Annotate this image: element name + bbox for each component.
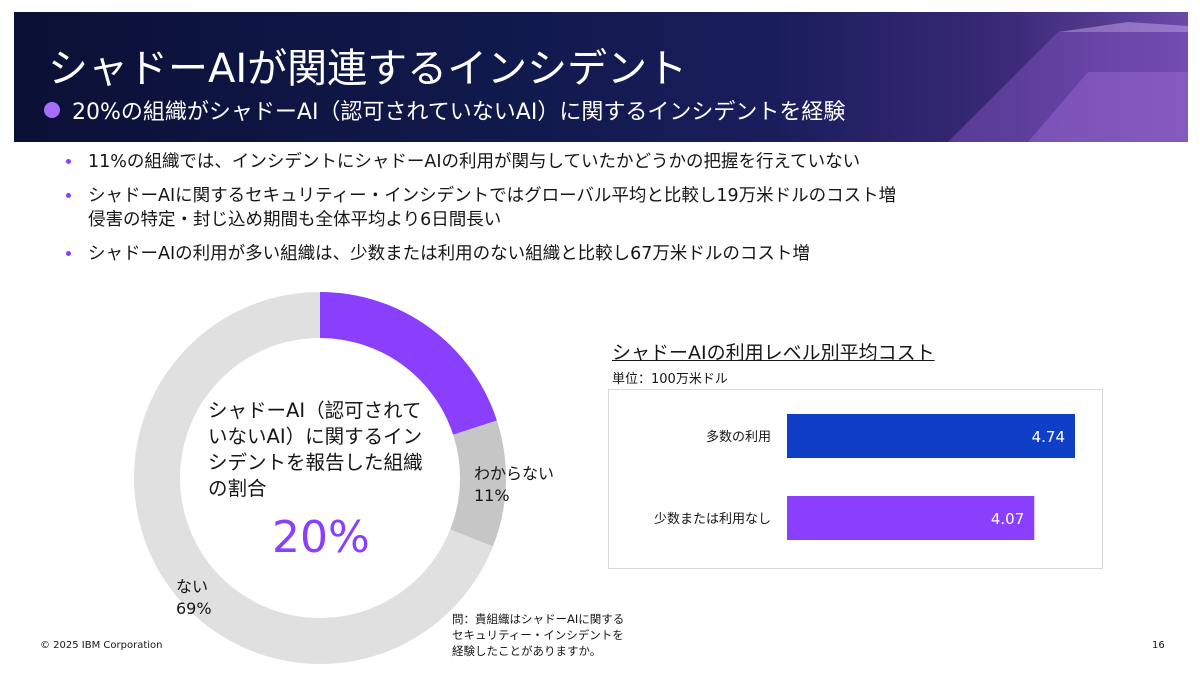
bullet-icon — [66, 193, 71, 198]
slice-label-unknown: わからない 11% — [474, 463, 554, 507]
subtitle-row: 20%の組織がシャドーAI（認可されていないAI）に関するインシデントを経験 — [44, 94, 845, 126]
slice-label-no: ない 69% — [176, 576, 212, 620]
bar-chart-plot: 多数の利用 4.74 少数または利用なし 4.07 — [654, 414, 1075, 540]
slice-label-no-pct: 69% — [176, 599, 212, 618]
donut-caption-line: の割合 — [208, 477, 267, 500]
survey-question-line: 経験したことがありますか。 — [452, 644, 602, 658]
donut-caption-line: シデントを報告した組織 — [208, 451, 423, 474]
bullet-item: シャドーAIに関するセキュリティー・インシデントではグローバル平均と比較し19万… — [62, 184, 1062, 232]
bar-value-label: 4.07 — [991, 510, 1024, 528]
header-decoration — [948, 22, 1188, 142]
bullet-icon — [66, 251, 71, 256]
bullet-item: 11%の組織では、インシデントにシャドーAIの利用が関与していたかどうかの把握を… — [62, 150, 1062, 174]
bar-value-label: 4.74 — [1032, 428, 1065, 446]
donut-caption: シャドーAI（認可されて いないAI）に関するイン シデントを報告した組織 の割… — [208, 398, 438, 502]
donut-slice-0 — [320, 292, 497, 435]
survey-question-line: 問：貴組織はシャドーAIに関する — [452, 612, 625, 626]
survey-question-line: セキュリティー・インシデントを — [452, 628, 624, 642]
donut-slice-1 — [450, 420, 507, 547]
slice-label-no-name: ない — [176, 577, 209, 596]
donut-caption-line: いないAI）に関するイン — [208, 425, 423, 448]
bar-chart-unit: 単位：100万米ドル — [612, 372, 728, 387]
bullet-text: 侵害の特定・封じ込め期間も全体平均より6日間長い — [88, 210, 502, 230]
bar-category-label: 少数または利用なし — [654, 512, 771, 527]
bar-0 — [787, 414, 1075, 458]
survey-question: 問：貴組織はシャドーAIに関する セキュリティー・インシデントを 経験したことが… — [452, 611, 624, 659]
donut-chart — [134, 292, 507, 665]
bullet-item: シャドーAIの利用が多い組織は、少数または利用のない組織と比較し67万米ドルのコ… — [62, 242, 1062, 266]
bullet-list: 11%の組織では、インシデントにシャドーAIの利用が関与していたかどうかの把握を… — [62, 150, 1062, 276]
bar-1 — [787, 496, 1035, 540]
page-title: シャドーAIが関連するインシデント — [48, 46, 688, 92]
bar-chart-title: シャドーAIの利用レベル別平均コスト — [612, 342, 935, 364]
page-number: 16 — [1152, 640, 1165, 651]
bullet-dot-icon — [44, 102, 60, 118]
copyright-text: © 2025 IBM Corporation — [40, 640, 163, 651]
bar-category-label: 多数の利用 — [706, 429, 771, 445]
bullet-text: シャドーAIの利用が多い組織は、少数または利用のない組織と比較し67万米ドルのコ… — [88, 244, 810, 264]
slice-label-unknown-pct: 11% — [474, 486, 510, 505]
bar-chart: 多数の利用 4.74 少数または利用なし 4.07 — [608, 389, 1103, 569]
donut-caption-line: シャドーAI（認可されて — [208, 399, 422, 422]
page-subtitle: 20%の組織がシャドーAI（認可されていないAI）に関するインシデントを経験 — [72, 100, 846, 125]
header-banner: シャドーAIが関連するインシデント 20%の組織がシャドーAI（認可されていない… — [14, 12, 1188, 142]
bullet-text: 11%の組織では、インシデントにシャドーAIの利用が関与していたかどうかの把握を… — [88, 152, 861, 172]
donut-center-value: 20% — [272, 512, 370, 563]
bullet-text: シャドーAIに関するセキュリティー・インシデントではグローバル平均と比較し19万… — [88, 186, 897, 206]
bullet-icon — [66, 159, 71, 164]
slice-label-unknown-name: わからない — [474, 464, 555, 483]
